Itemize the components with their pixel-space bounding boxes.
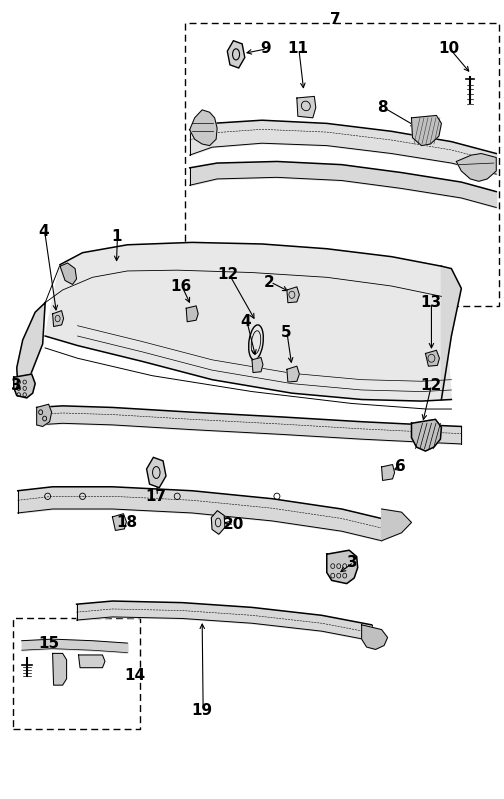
Polygon shape [442, 266, 461, 400]
Text: 19: 19 [192, 703, 213, 718]
Polygon shape [327, 551, 358, 583]
Polygon shape [382, 464, 395, 480]
Text: 2: 2 [264, 275, 275, 289]
Bar [184, 22, 499, 306]
Polygon shape [52, 311, 64, 327]
Text: 18: 18 [116, 515, 137, 530]
Text: 15: 15 [38, 636, 59, 651]
Text: 3: 3 [347, 555, 358, 570]
Text: 12: 12 [217, 267, 239, 281]
Text: 10: 10 [438, 42, 460, 56]
Polygon shape [112, 514, 127, 531]
Polygon shape [362, 625, 388, 650]
Text: 6: 6 [395, 459, 406, 475]
Polygon shape [37, 404, 51, 427]
Polygon shape [252, 357, 263, 372]
Bar [13, 618, 140, 729]
Polygon shape [190, 110, 217, 145]
Text: 3: 3 [12, 378, 22, 393]
Polygon shape [17, 303, 45, 384]
Text: 4: 4 [241, 314, 251, 329]
Text: 4: 4 [38, 224, 49, 239]
Text: 1: 1 [111, 229, 121, 244]
Polygon shape [186, 306, 198, 322]
Polygon shape [45, 242, 452, 401]
Polygon shape [79, 655, 105, 668]
Text: 13: 13 [420, 295, 441, 310]
Text: 7: 7 [331, 12, 341, 27]
Polygon shape [297, 97, 316, 117]
Text: 12: 12 [420, 378, 441, 393]
Polygon shape [456, 153, 496, 181]
Text: 9: 9 [261, 42, 271, 56]
Polygon shape [60, 263, 77, 284]
Text: 16: 16 [170, 280, 192, 294]
Text: 5: 5 [281, 324, 291, 340]
Text: 11: 11 [287, 42, 308, 56]
Text: 14: 14 [124, 668, 146, 683]
Text: 17: 17 [146, 489, 167, 504]
Polygon shape [425, 350, 439, 366]
Polygon shape [382, 509, 411, 541]
Polygon shape [52, 654, 67, 685]
Polygon shape [411, 115, 442, 145]
Text: 8: 8 [377, 100, 388, 115]
Polygon shape [287, 366, 299, 382]
Polygon shape [411, 419, 442, 451]
Polygon shape [287, 287, 299, 303]
Polygon shape [14, 374, 35, 398]
Text: 20: 20 [222, 518, 244, 532]
